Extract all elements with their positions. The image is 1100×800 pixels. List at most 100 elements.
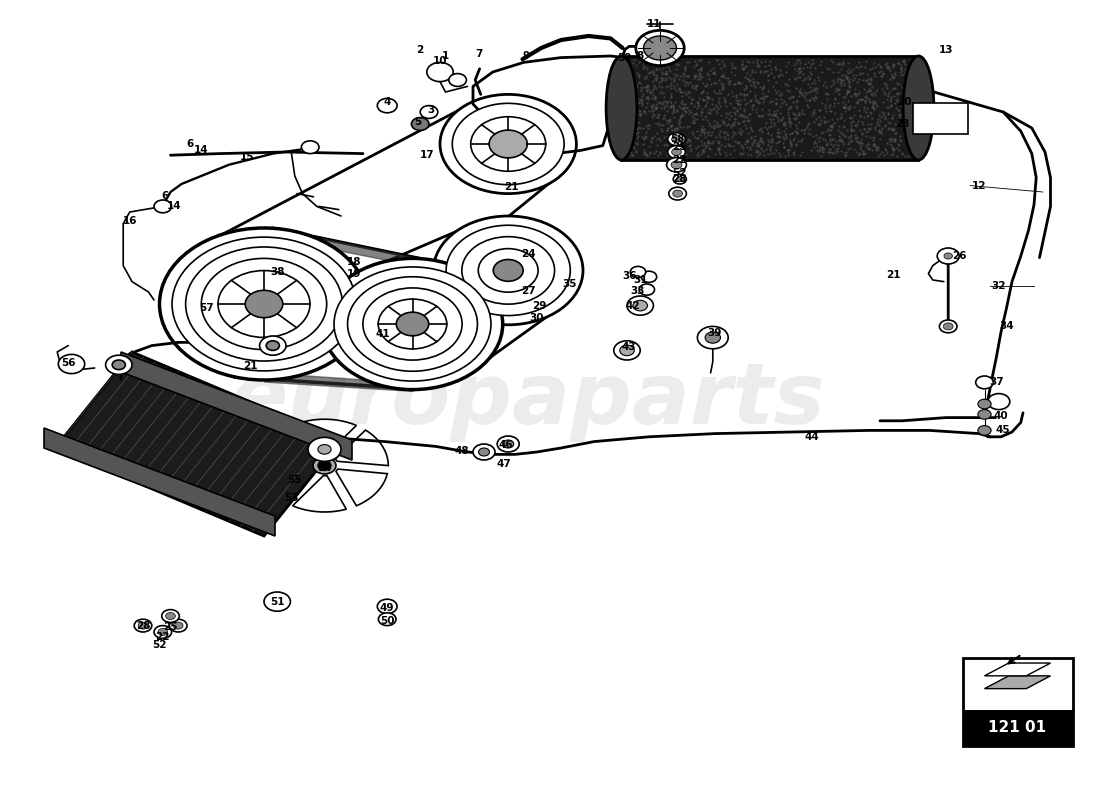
Polygon shape — [261, 466, 314, 501]
Point — [836, 100, 854, 113]
Point — [664, 101, 682, 114]
Point — [817, 104, 835, 117]
Point — [895, 62, 913, 75]
Point — [751, 66, 769, 78]
Point — [651, 146, 669, 159]
Point — [792, 86, 810, 99]
Point — [644, 100, 661, 113]
Point — [811, 58, 828, 71]
Point — [777, 117, 794, 130]
Point — [619, 106, 637, 119]
Circle shape — [158, 629, 167, 635]
Point — [750, 109, 768, 122]
Point — [850, 61, 868, 74]
Point — [767, 97, 784, 110]
Point — [791, 106, 808, 119]
Point — [704, 126, 722, 138]
Point — [659, 56, 676, 69]
Point — [859, 122, 877, 134]
Point — [793, 64, 811, 77]
Point — [727, 112, 745, 125]
Point — [848, 90, 866, 102]
Circle shape — [169, 619, 187, 632]
Point — [641, 66, 659, 78]
Point — [666, 74, 683, 86]
Point — [802, 94, 820, 107]
Point — [662, 78, 680, 91]
Point — [627, 58, 645, 71]
Point — [881, 72, 899, 85]
Point — [858, 74, 876, 87]
Circle shape — [378, 613, 396, 626]
Point — [836, 101, 854, 114]
Point — [851, 93, 869, 106]
Point — [805, 104, 823, 117]
Point — [740, 108, 758, 121]
Point — [805, 92, 823, 105]
Point — [710, 143, 727, 156]
Circle shape — [978, 399, 991, 409]
Point — [659, 138, 676, 151]
Point — [626, 121, 644, 134]
Point — [635, 122, 652, 134]
Point — [752, 65, 770, 78]
Point — [725, 106, 742, 119]
Point — [658, 123, 675, 136]
Point — [779, 56, 796, 69]
Point — [859, 125, 877, 138]
Point — [857, 54, 874, 67]
Point — [723, 120, 740, 133]
Point — [843, 124, 860, 137]
Point — [748, 95, 766, 108]
Point — [762, 133, 780, 146]
Point — [683, 126, 701, 138]
Point — [730, 126, 748, 138]
Point — [846, 88, 864, 101]
Point — [703, 137, 720, 150]
Text: 36: 36 — [621, 271, 637, 281]
Point — [884, 109, 902, 122]
Point — [890, 103, 908, 116]
Point — [785, 146, 803, 158]
Point — [737, 59, 755, 72]
Circle shape — [667, 158, 686, 172]
Point — [652, 102, 670, 114]
Point — [638, 97, 656, 110]
Point — [891, 108, 909, 121]
Bar — [962, 710, 1072, 746]
Point — [627, 145, 645, 158]
Point — [828, 145, 846, 158]
Point — [705, 66, 723, 78]
Text: 33: 33 — [630, 286, 646, 296]
Circle shape — [668, 146, 685, 158]
Point — [740, 74, 758, 87]
Point — [634, 54, 651, 67]
Point — [843, 90, 860, 102]
Point — [770, 89, 788, 102]
Point — [779, 78, 796, 91]
Point — [647, 74, 664, 86]
Point — [772, 114, 790, 126]
Text: 51: 51 — [270, 597, 285, 606]
Text: 35: 35 — [562, 279, 578, 289]
Point — [838, 86, 856, 98]
Point — [685, 71, 703, 84]
Point — [850, 86, 868, 98]
Point — [695, 99, 713, 112]
Point — [892, 134, 910, 147]
Point — [879, 93, 896, 106]
Point — [742, 122, 760, 135]
Point — [780, 112, 798, 125]
Point — [802, 128, 820, 141]
Point — [716, 132, 734, 145]
Point — [726, 108, 744, 121]
Point — [882, 90, 900, 103]
Point — [862, 72, 880, 85]
Point — [742, 78, 760, 91]
Point — [857, 139, 874, 152]
Point — [676, 105, 694, 118]
Point — [674, 102, 692, 115]
Point — [691, 54, 708, 66]
Point — [726, 143, 744, 156]
Point — [717, 107, 735, 120]
